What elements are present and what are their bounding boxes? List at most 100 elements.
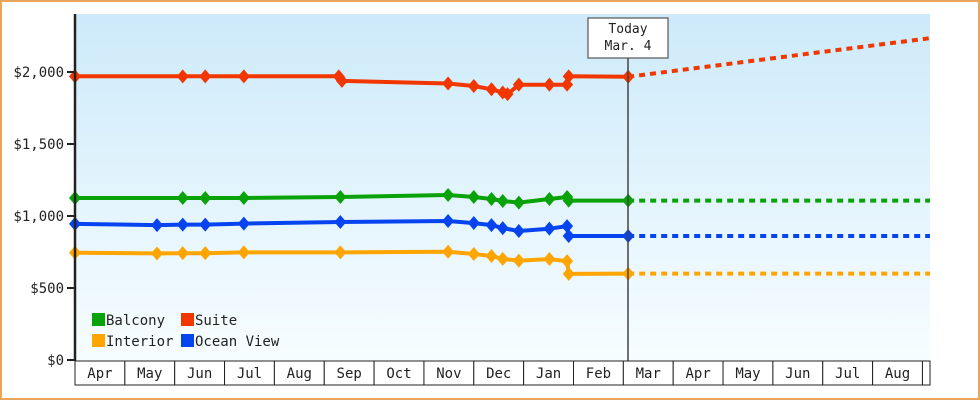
data-point-suite (237, 69, 250, 84)
data-point-interior (496, 251, 509, 266)
month-label: Feb (586, 366, 611, 382)
data-point-balcony (199, 191, 212, 205)
series-interior (69, 244, 930, 281)
month-cell (573, 360, 624, 386)
y-tick-label: $500 (30, 281, 64, 297)
today-label: Today (608, 22, 647, 37)
data-point-ocean-view (562, 229, 575, 244)
month-label: Jan (536, 366, 561, 382)
data-point-balcony (543, 192, 556, 207)
data-point-ocean-view (442, 214, 455, 229)
forecast-line-suite (627, 36, 931, 79)
month-label: Oct (386, 366, 411, 382)
data-point-interior (543, 252, 556, 267)
data-point-suite (562, 69, 575, 84)
data-point-interior (237, 245, 250, 260)
month-cell (224, 360, 275, 386)
data-point-suite (176, 69, 189, 84)
data-point-interior (561, 254, 574, 269)
month-label: Nov (436, 366, 461, 382)
data-point-interior (467, 247, 480, 262)
series-layer (69, 36, 931, 281)
month-label: Aug (885, 366, 910, 382)
month-label: Jun (187, 366, 212, 382)
today-date-label: Mar. 4 (605, 39, 652, 54)
month-label: Jul (835, 366, 860, 382)
month-label: Mar (636, 366, 661, 382)
month-cell (921, 360, 931, 386)
data-point-suite (501, 87, 514, 102)
data-point-balcony (237, 191, 250, 205)
data-point-suite (199, 69, 212, 84)
data-point-suite (512, 77, 525, 92)
data-point-ocean-view (496, 221, 509, 236)
y-tick-label: $1,000 (13, 209, 64, 225)
month-label: May (137, 366, 162, 382)
month-cell (872, 360, 923, 386)
data-point-balcony (176, 191, 189, 205)
data-point-balcony (485, 192, 498, 207)
data-point-balcony (496, 194, 509, 209)
data-point-interior (442, 244, 455, 259)
data-point-ocean-view (485, 218, 498, 233)
data-point-interior (199, 246, 212, 261)
data-point-suite (485, 82, 498, 97)
data-point-balcony (334, 189, 347, 204)
plot-background (76, 14, 930, 361)
legend-label-ocean-view: Ocean View (195, 334, 280, 350)
month-label: Jul (237, 366, 262, 382)
y-tick-label: $2,000 (13, 65, 64, 81)
month-cell (174, 360, 226, 386)
month-label: May (735, 366, 760, 382)
data-point-suite (442, 76, 455, 91)
month-label: Aug (287, 366, 312, 382)
data-point-balcony (442, 187, 455, 202)
month-label: Sep (337, 366, 362, 382)
month-cell (373, 360, 425, 386)
legend: Balcony Suite Interior Ocean View (92, 313, 280, 350)
month-cell (124, 360, 176, 386)
data-point-balcony (512, 195, 525, 210)
month-label: Apr (685, 366, 710, 382)
data-point-suite (467, 78, 480, 93)
month-cell (523, 360, 575, 386)
y-tick-label: $1,500 (13, 137, 64, 153)
data-point-suite (543, 77, 556, 92)
today-flag-box (587, 17, 669, 59)
month-label: Apr (87, 366, 112, 382)
legend-label-interior: Interior (106, 334, 173, 350)
data-point-interior (512, 253, 525, 268)
data-point-ocean-view (561, 219, 574, 234)
legend-swatch-balcony (92, 313, 105, 326)
data-point-ocean-view (334, 215, 347, 230)
data-point-balcony (467, 189, 480, 204)
legend-label-balcony: Balcony (106, 313, 165, 329)
data-point-ocean-view (237, 216, 250, 231)
data-point-interior (562, 266, 575, 281)
legend-swatch-suite (181, 313, 194, 326)
data-point-interior (334, 245, 347, 260)
data-point-ocean-view (543, 221, 556, 236)
x-axis-month-band: Apr May Jun Jul Aug Sep Oct Nov Dec Jan Feb Mar Apr M… (74, 360, 931, 386)
legend-label-suite: Suite (195, 313, 237, 329)
month-cell (822, 360, 874, 386)
data-point-interior (485, 249, 498, 264)
data-point-ocean-view (467, 216, 480, 231)
y-axis: $0 $500 $1,000 $1,500 $2,000 (13, 14, 77, 369)
y-tick-label: $0 (47, 353, 64, 369)
month-cell (473, 360, 525, 386)
data-point-interior (151, 246, 164, 261)
data-point-ocean-view (199, 217, 212, 232)
series-line-suite (75, 74, 629, 97)
data-point-ocean-view (151, 218, 164, 233)
month-label: Jun (785, 366, 810, 382)
legend-swatch-ocean-view (181, 334, 194, 347)
data-point-ocean-view (176, 217, 189, 232)
month-label: Dec (486, 366, 511, 382)
month-cell (672, 360, 724, 386)
data-point-ocean-view (512, 223, 525, 238)
legend-swatch-interior (92, 334, 105, 347)
series-suite (69, 36, 931, 102)
